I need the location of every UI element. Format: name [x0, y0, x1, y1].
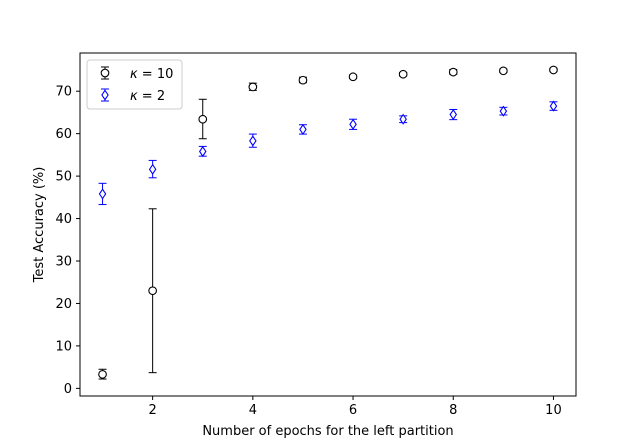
y-axis-label: Test Accuracy (%) [32, 167, 47, 284]
legend-label-symbol: κ [130, 67, 138, 82]
data-point [148, 163, 157, 175]
data-point [348, 72, 358, 82]
legend-box [86, 59, 183, 110]
x-tick-label: 8 [449, 403, 457, 418]
legend-label-symbol: κ [130, 89, 138, 104]
series-kappa-2 [98, 100, 558, 206]
x-tick-label: 4 [249, 403, 257, 418]
plot-area [79, 52, 577, 397]
data-point [98, 370, 107, 379]
data-point [549, 100, 558, 112]
x-tick-label: 6 [349, 403, 357, 418]
x-axis: 2 4 6 8 10 [149, 396, 562, 418]
legend-label: κ = 10 [130, 67, 173, 82]
legend-marker [100, 68, 110, 78]
series-layer [98, 65, 558, 380]
legend-label: κ = 2 [130, 89, 165, 104]
data-point [399, 113, 407, 125]
y-tick-label: 0 [64, 382, 72, 397]
legend-label-value: = 10 [138, 67, 174, 82]
x-axis-label: Number of epochs for the left partition [202, 424, 453, 439]
data-point [98, 188, 107, 200]
data-point [448, 67, 458, 77]
x-tick-label: 2 [149, 403, 157, 418]
data-point [298, 75, 308, 85]
data-point [198, 145, 207, 158]
y-tick-label: 20 [55, 297, 72, 312]
y-axis: 0 10 20 30 40 50 60 70 [55, 85, 80, 397]
data-point [349, 118, 357, 130]
data-point [398, 69, 408, 79]
y-tick-label: 70 [55, 85, 72, 100]
data-point [148, 286, 157, 296]
data-point [299, 123, 307, 135]
data-point [499, 105, 508, 117]
y-tick-label: 60 [55, 127, 72, 142]
x-tick-label: 10 [545, 403, 562, 418]
legend: κ = 10κ = 2 [86, 59, 183, 110]
data-point [248, 82, 258, 92]
legend-marker [101, 89, 109, 101]
y-tick-label: 10 [55, 339, 72, 354]
data-point [198, 114, 208, 124]
y-tick-label: 40 [55, 212, 72, 227]
data-point [549, 65, 558, 75]
data-point [249, 135, 257, 147]
y-tick-label: 30 [55, 255, 72, 270]
data-point [449, 108, 458, 121]
y-tick-label: 50 [55, 170, 72, 185]
series-kappa-10 [98, 65, 558, 380]
legend-label-value: = 2 [138, 89, 165, 104]
data-point [499, 66, 508, 76]
